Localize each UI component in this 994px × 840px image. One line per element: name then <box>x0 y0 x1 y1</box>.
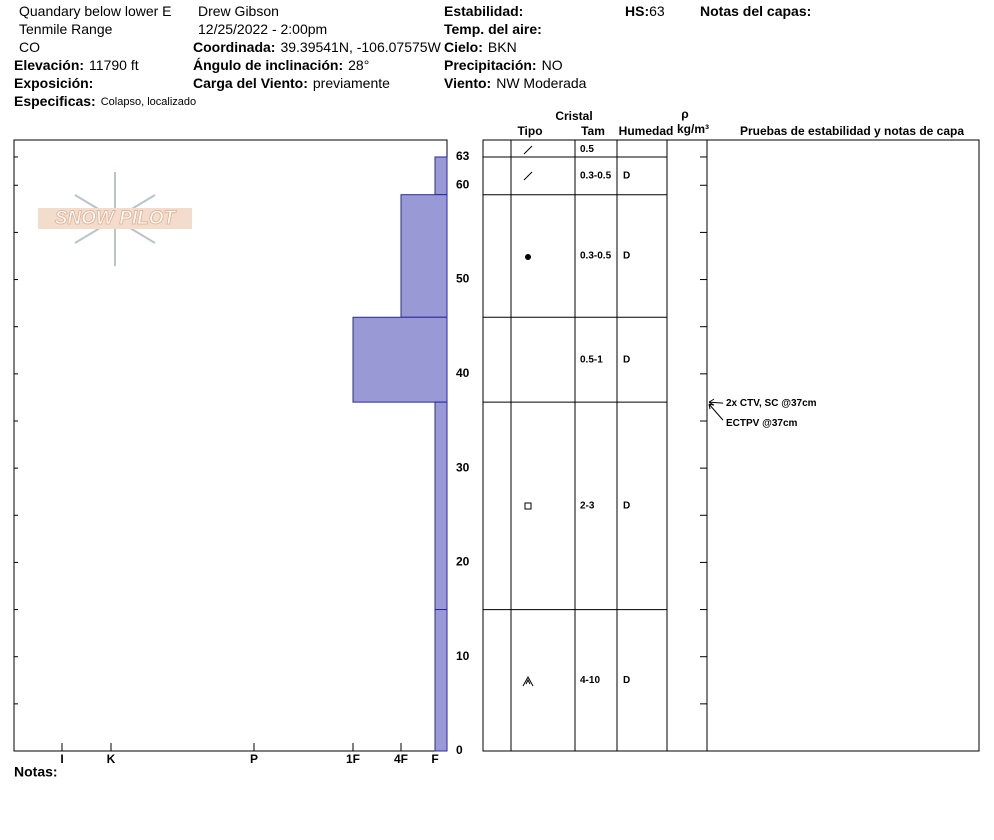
field-value: 28° <box>348 57 369 73</box>
header-field: Elevación: 11790 ft <box>14 57 139 73</box>
x-tick-label: 4F <box>394 752 408 766</box>
arrow-head <box>708 403 715 410</box>
hardness-bar <box>352 316 448 403</box>
header-field: Drew Gibson <box>198 3 279 19</box>
field-value: 12/25/2022 - 2:00pm <box>198 21 327 37</box>
field-label: Especificas: <box>14 93 96 109</box>
field-value: Quandary below lower E <box>19 3 172 19</box>
field-value: Tenmile Range <box>19 21 113 37</box>
field-value: CO <box>19 39 40 55</box>
header-field: Carga del Viento: previamente <box>193 75 390 91</box>
header-field: Precipitación: NO <box>444 57 563 73</box>
moisture: D <box>623 500 630 511</box>
field-label: Carga del Viento: <box>193 75 308 91</box>
field-label: HS: <box>625 3 649 19</box>
header-field: Ángulo de inclinación: 28° <box>193 57 369 73</box>
field-label: Coordinada: <box>193 39 275 55</box>
table-header: Humedad <box>619 124 674 138</box>
moisture: D <box>623 251 630 262</box>
x-tick-label: I <box>60 752 63 766</box>
y-tick-label: 20 <box>456 555 470 569</box>
y-tick-label: 40 <box>456 366 470 380</box>
field-value: NO <box>542 57 563 73</box>
field-value: 39.39541N, -106.07575W <box>280 39 441 55</box>
y-tick-label: 10 <box>456 649 470 663</box>
header-field: Especificas: Colapso, localizado <box>14 93 196 109</box>
stability-test: 2x CTV, SC @37cm <box>726 398 817 409</box>
header-field: Estabilidad: <box>444 3 523 19</box>
y-tick-label: 30 <box>456 460 470 474</box>
field-value: 63 <box>649 3 665 19</box>
header-field: 12/25/2022 - 2:00pm <box>198 21 327 37</box>
field-value: Colapso, localizado <box>101 96 196 108</box>
x-tick-label: P <box>250 752 258 766</box>
grain-symbol <box>524 502 532 510</box>
field-label: Estabilidad: <box>444 3 523 19</box>
field-value: BKN <box>488 39 517 55</box>
hardness-bar <box>434 156 448 196</box>
header-field: Notas del capas: <box>700 3 811 19</box>
field-label: Viento: <box>444 75 491 91</box>
grain-symbol <box>522 675 534 687</box>
table-frame <box>482 139 980 752</box>
header-field: Exposición: <box>14 75 93 91</box>
moisture: D <box>623 170 630 181</box>
moisture: D <box>623 354 630 365</box>
y-tick-label: 0 <box>456 743 463 757</box>
grain-size: 4-10 <box>580 675 600 686</box>
y-tick-label: 63 <box>456 149 470 163</box>
grain-symbol <box>523 171 533 181</box>
stability-test: ECTPV @37cm <box>726 418 798 429</box>
header-field: CO <box>19 39 40 55</box>
x-tick-label: F <box>431 752 438 766</box>
grain-symbol <box>523 145 533 155</box>
moisture: D <box>623 675 630 686</box>
field-label: Exposición: <box>14 75 93 91</box>
grain-size: 0.3-0.5 <box>580 251 612 262</box>
table-header: Tam <box>581 124 605 138</box>
header-field: Viento: NW Moderada <box>444 75 587 91</box>
field-label: Notas del capas: <box>700 3 811 19</box>
hardness-bar <box>400 194 448 318</box>
field-label: Precipitación: <box>444 57 537 73</box>
table-header: Cristal <box>555 109 592 123</box>
grain-size: 0.5-1 <box>580 354 603 365</box>
test-arrow <box>708 401 724 404</box>
logo-banner <box>38 208 192 229</box>
hardness-bar <box>434 401 448 611</box>
grain-size: 2-3 <box>580 500 595 511</box>
field-label: Ángulo de inclinación: <box>193 57 343 73</box>
header-field: HS:63 <box>625 3 665 19</box>
grain-size: 0.5 <box>580 144 594 155</box>
header-field: Coordinada: 39.39541N, -106.07575W <box>193 39 442 55</box>
x-tick-label: K <box>107 752 116 766</box>
table-header: Pruebas de estabilidad y notas de capa <box>740 124 964 138</box>
y-tick-label: 60 <box>456 177 470 191</box>
field-value: Drew Gibson <box>198 3 279 19</box>
header-field: Quandary below lower E <box>19 3 172 19</box>
plot-frame <box>13 139 448 752</box>
hardness-bar <box>434 609 448 752</box>
table-header: Tipo <box>517 124 542 138</box>
y-tick-label: 50 <box>456 272 470 286</box>
field-value: 11790 ft <box>89 57 139 73</box>
logo-text: SNOW PILOT <box>55 208 177 229</box>
table-header: kg/m³ <box>677 122 709 136</box>
header-field: Cielo: BKN <box>444 39 517 55</box>
x-tick-label: 1F <box>346 752 360 766</box>
grain-size: 0.3-0.5 <box>580 170 612 181</box>
field-label: Cielo: <box>444 39 483 55</box>
field-label: Elevación: <box>14 57 84 73</box>
header-field: Tenmile Range <box>19 21 113 37</box>
grain-symbol <box>525 254 531 260</box>
table-header: ρ <box>681 107 688 121</box>
field-value: previamente <box>313 75 390 91</box>
header-field: Temp. del aire: <box>444 21 542 37</box>
field-label: Temp. del aire: <box>444 21 542 37</box>
test-arrow <box>708 403 724 421</box>
notes-label: Notas: <box>14 764 58 780</box>
field-value: NW Moderada <box>496 75 586 91</box>
